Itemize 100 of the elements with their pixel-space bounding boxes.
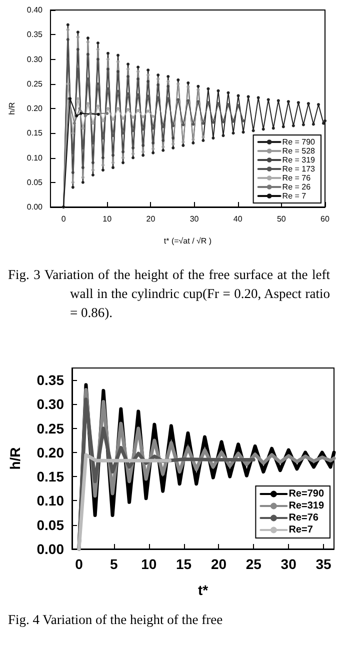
point xyxy=(72,122,76,125)
point xyxy=(166,80,170,83)
y-tick-label: 0.15 xyxy=(26,128,44,138)
point xyxy=(202,122,205,125)
point xyxy=(96,82,100,86)
x-tick-label: 40 xyxy=(233,214,243,224)
x-axis-title: t* xyxy=(198,582,209,598)
point xyxy=(71,186,74,189)
point xyxy=(236,104,240,108)
point xyxy=(122,132,125,135)
y-tick-label: 0.40 xyxy=(26,6,44,14)
point xyxy=(172,146,175,150)
point xyxy=(282,125,285,128)
point xyxy=(272,126,275,130)
point xyxy=(66,82,70,86)
point xyxy=(136,77,140,80)
line-series xyxy=(62,97,100,208)
point xyxy=(142,144,145,147)
point xyxy=(156,77,160,80)
point xyxy=(71,171,74,174)
point xyxy=(91,173,94,176)
point xyxy=(86,102,90,106)
legend-label: Re = 26 xyxy=(282,182,312,192)
y-tick-label: 0.25 xyxy=(36,420,64,436)
point xyxy=(156,74,160,77)
point xyxy=(91,161,94,164)
point xyxy=(132,146,135,150)
point xyxy=(66,23,70,26)
point xyxy=(186,99,190,102)
point xyxy=(172,142,175,146)
point xyxy=(78,107,82,110)
point xyxy=(256,96,260,100)
point xyxy=(292,124,295,128)
legend-label: Re=7 xyxy=(288,524,314,536)
point xyxy=(246,95,250,98)
point xyxy=(76,30,80,34)
point xyxy=(156,83,160,86)
legend-label: Re = 7 xyxy=(282,192,307,200)
point xyxy=(232,132,235,135)
point xyxy=(176,82,180,86)
point xyxy=(212,136,215,140)
point xyxy=(162,139,165,142)
point xyxy=(236,94,240,98)
x-tick-label: 20 xyxy=(210,556,227,572)
x-tick-label: 30 xyxy=(190,214,200,224)
point xyxy=(76,97,80,100)
point xyxy=(162,148,165,152)
x-tick-label: 15 xyxy=(176,556,192,572)
x-tick-label: 50 xyxy=(276,214,286,224)
point xyxy=(142,154,145,157)
point xyxy=(91,122,94,125)
point xyxy=(79,112,82,115)
point xyxy=(306,102,310,106)
y-tick-label: 0.25 xyxy=(26,79,44,88)
legend-label: Re=76 xyxy=(288,512,319,524)
point xyxy=(86,77,90,80)
point xyxy=(286,100,290,104)
point xyxy=(66,28,70,32)
point xyxy=(122,150,125,154)
point xyxy=(71,180,74,184)
y-tick-label: 0.05 xyxy=(26,178,44,187)
point xyxy=(222,134,225,138)
point xyxy=(182,144,185,147)
point xyxy=(84,114,87,118)
y-axis-title: h/R xyxy=(7,447,23,470)
point xyxy=(81,166,84,170)
x-tick-label: 0 xyxy=(75,556,84,572)
point xyxy=(176,78,180,82)
point xyxy=(196,88,200,92)
point xyxy=(312,122,315,126)
y-tick-label: 0.00 xyxy=(36,541,64,557)
legend-label: Re = 319 xyxy=(282,156,316,164)
x-tick-label: 20 xyxy=(146,214,156,224)
point xyxy=(89,112,92,115)
point xyxy=(206,87,210,90)
point xyxy=(146,80,150,83)
point xyxy=(252,129,255,132)
point xyxy=(182,123,185,126)
point xyxy=(136,70,140,74)
point xyxy=(192,138,195,142)
point xyxy=(122,161,125,164)
x-tick-label: 25 xyxy=(246,556,262,572)
y-tick-label: 0.20 xyxy=(26,104,44,113)
y-tick-label: 0.15 xyxy=(36,468,64,485)
x-tick-label: 0 xyxy=(61,214,66,224)
x-axis-title: t* (=√at / √R ) xyxy=(164,236,212,246)
point xyxy=(86,36,90,40)
legend-label: Re = 173 xyxy=(282,164,316,174)
point xyxy=(106,68,110,71)
point xyxy=(112,118,114,121)
x-tick-label: 10 xyxy=(141,556,157,572)
point xyxy=(152,126,155,130)
point xyxy=(81,180,84,184)
point xyxy=(192,141,195,144)
point xyxy=(91,168,94,172)
point xyxy=(186,81,190,84)
point xyxy=(122,116,125,120)
point xyxy=(302,123,305,126)
point xyxy=(132,129,135,132)
point xyxy=(106,112,109,115)
